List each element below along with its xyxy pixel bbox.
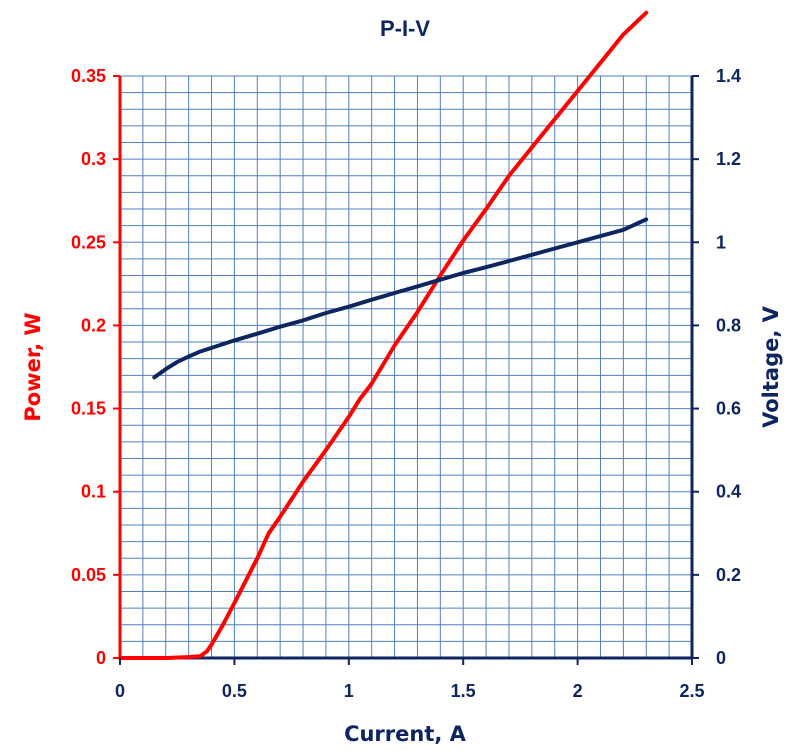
- x-tick-label: 2: [573, 681, 583, 701]
- y-right-tick-label: 0.8: [716, 315, 741, 335]
- y-left-tick-label: 0.2: [81, 315, 106, 335]
- y-left-tick-label: 0.35: [71, 66, 106, 86]
- axes: [118, 76, 694, 660]
- y-left-tick-label: 0.15: [71, 399, 106, 419]
- chart-title: P-I-V: [380, 16, 430, 41]
- y-right-tick-label: 0: [716, 648, 726, 668]
- grid: [119, 75, 693, 659]
- y-right-tick-label: 0.6: [716, 399, 741, 419]
- x-tick-label: 2.5: [679, 681, 704, 701]
- y-left-tick-label: 0: [96, 648, 106, 668]
- plot-area: [120, 76, 692, 658]
- y-right-tick-label: 1.4: [716, 66, 741, 86]
- x-axis-label: Current, A: [344, 722, 467, 746]
- y-right-tick-label: 0.4: [716, 482, 741, 502]
- tick-labels: 0 0.05 0.1 0.15 0.2 0.25 0.3 0.35 0 0.2 0.4 0.6 0.8 1…: [71, 66, 741, 701]
- y-left-tick-label: 0.3: [81, 149, 106, 169]
- y-right-tick-label: 1: [716, 232, 726, 252]
- x-tick-label: 0.5: [222, 681, 247, 701]
- y-left-axis-label: Power, W: [21, 312, 45, 421]
- power-series-line: [118, 10, 649, 660]
- y-left-tick-label: 0.1: [81, 482, 106, 502]
- y-right-axis-label: Voltage, V: [759, 305, 783, 428]
- x-tick-label: 1: [344, 681, 354, 701]
- x-tick-label: 0: [115, 681, 125, 701]
- x-tick-label: 1.5: [451, 681, 476, 701]
- voltage-series-line: [152, 217, 649, 380]
- y-left-tick-label: 0.05: [71, 565, 106, 585]
- y-right-tick-label: 1.2: [716, 149, 741, 169]
- y-right-tick-label: 0.2: [716, 565, 741, 585]
- series-layer: [118, 10, 649, 660]
- y-left-tick-label: 0.25: [71, 232, 106, 252]
